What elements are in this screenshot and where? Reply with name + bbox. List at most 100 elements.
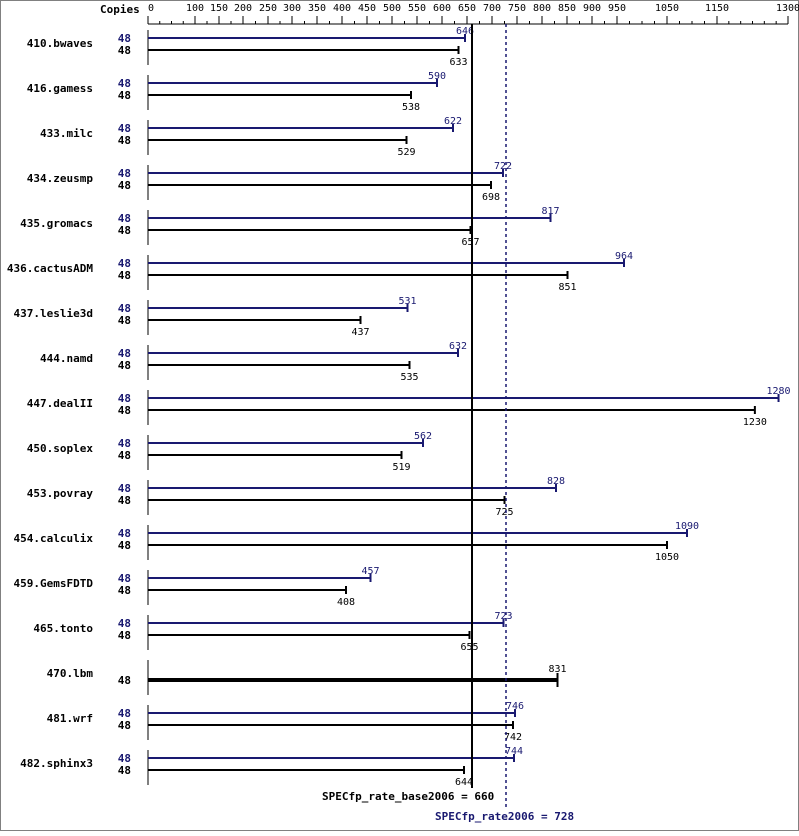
peak-copies-label: 48 xyxy=(118,437,131,450)
base-copies-label: 48 xyxy=(118,44,131,57)
peak-value-label: 646 xyxy=(456,26,474,37)
peak-value-label: 744 xyxy=(505,746,523,757)
benchmark-name: 437.leslie3d xyxy=(14,307,93,320)
peak-value-label: 590 xyxy=(428,71,446,82)
peak-copies-label: 48 xyxy=(118,527,131,540)
x-axis-tick-label: 500 xyxy=(383,3,401,14)
peak-copies-label: 48 xyxy=(118,752,131,765)
x-axis: 0 100 150 200 250 300 350 400 450 500 550 600 650 700… xyxy=(147,3,799,25)
base-copies-label: 48 xyxy=(118,269,131,282)
base-value-label: 1230 xyxy=(743,417,767,428)
x-axis-tick-label: 600 xyxy=(433,3,451,14)
x-axis-tick-label: 650 xyxy=(458,3,476,14)
benchmark-group: 482.sphinx3 48 744 48 644 xyxy=(20,746,523,788)
x-axis-tick-label: 350 xyxy=(308,3,326,14)
benchmark-name: 459.GemsFDTD xyxy=(14,577,94,590)
benchmark-group: 433.milc 48 622 48 529 xyxy=(40,116,462,158)
x-axis-tick-label: 950 xyxy=(608,3,626,14)
base-value-label: 851 xyxy=(558,282,576,293)
peak-copies-label: 48 xyxy=(118,392,131,405)
base-value-label: 698 xyxy=(482,192,500,203)
base-value-label: 725 xyxy=(495,507,513,518)
benchmark-name: 453.povray xyxy=(27,487,94,500)
benchmark-group: 434.zeusmp 48 722 48 698 xyxy=(27,161,512,203)
benchmark-bars: 410.bwaves 48 646 48 633 416.gamess 48 590 48 538… xyxy=(7,26,791,788)
peak-copies-label: 48 xyxy=(118,167,131,180)
x-axis-tick-label: 150 xyxy=(210,3,228,14)
peak-value-label: 1280 xyxy=(766,386,790,397)
peak-value-label: 722 xyxy=(494,161,512,172)
reference-lines xyxy=(471,24,507,808)
benchmark-name: 433.milc xyxy=(40,127,93,140)
base-value-label: 408 xyxy=(337,597,355,608)
base-value-label: 519 xyxy=(392,462,410,473)
base-copies-label: 48 xyxy=(118,674,131,687)
benchmark-name: 450.soplex xyxy=(27,442,94,455)
x-axis-tick-label: 400 xyxy=(333,3,351,14)
base-copies-label: 48 xyxy=(118,719,131,732)
benchmark-group: 481.wrf 48 746 48 742 xyxy=(47,701,524,743)
benchmark-name: 416.gamess xyxy=(27,82,93,95)
x-axis-tick-label: 1050 xyxy=(655,3,679,14)
benchmark-group: 447.dealII 48 1280 48 1230 xyxy=(27,386,791,428)
x-axis-tick-label: 800 xyxy=(533,3,551,14)
base-value-label: 535 xyxy=(400,372,418,383)
benchmark-group: 435.gromacs 48 817 48 657 xyxy=(20,206,559,248)
base-copies-label: 48 xyxy=(118,449,131,462)
base-value-label: 742 xyxy=(504,732,522,743)
peak-value-label: 531 xyxy=(398,296,416,307)
benchmark-group: 465.tonto 48 723 48 655 xyxy=(33,611,512,653)
benchmark-name: 444.namd xyxy=(40,352,93,365)
benchmark-group: 454.calculix 48 1090 48 1050 xyxy=(14,521,700,563)
x-axis-tick-label: 0 xyxy=(148,3,154,14)
peak-value-label: 723 xyxy=(494,611,512,622)
base-value-label: 529 xyxy=(397,147,415,158)
peak-value-label: 828 xyxy=(547,476,565,487)
peak-copies-label: 48 xyxy=(118,302,131,315)
peak-copies-label: 48 xyxy=(118,347,131,360)
benchmark-name: 447.dealII xyxy=(27,397,93,410)
base-copies-label: 48 xyxy=(118,359,131,372)
peak-copies-label: 48 xyxy=(118,212,131,225)
peak-copies-label: 48 xyxy=(118,122,131,135)
base-value-label: 437 xyxy=(351,327,369,338)
benchmark-group: 436.cactusADM 48 964 48 851 xyxy=(7,251,633,293)
benchmark-group: 450.soplex 48 562 48 519 xyxy=(27,431,432,473)
base-copies-label: 48 xyxy=(118,134,131,147)
copies-column-header: Copies xyxy=(100,3,140,16)
benchmark-name: 465.tonto xyxy=(33,622,93,635)
x-axis-tick-label: 1300 xyxy=(776,3,799,14)
peak-value-label: 457 xyxy=(361,566,379,577)
peak-copies-label: 48 xyxy=(118,77,131,90)
peak-value-label: 817 xyxy=(541,206,559,217)
base-copies-label: 48 xyxy=(118,404,131,417)
base-copies-label: 48 xyxy=(118,494,131,507)
base-value-label: 831 xyxy=(548,664,566,675)
base-copies-label: 48 xyxy=(118,539,131,552)
peak-copies-label: 48 xyxy=(118,32,131,45)
x-axis-tick-label: 300 xyxy=(283,3,301,14)
peak-copies-label: 48 xyxy=(118,707,131,720)
base-copies-label: 48 xyxy=(118,314,131,327)
x-axis-tick-label: 450 xyxy=(358,3,376,14)
base-copies-label: 48 xyxy=(118,89,131,102)
x-axis-tick-label: 100 xyxy=(186,3,204,14)
base-copies-label: 48 xyxy=(118,764,131,777)
base-copies-label: 48 xyxy=(118,629,131,642)
benchmark-group: 470.lbm 48 831 xyxy=(47,660,567,695)
base-value-label: 538 xyxy=(402,102,420,113)
benchmark-name: 435.gromacs xyxy=(20,217,93,230)
x-axis-tick-label: 850 xyxy=(558,3,576,14)
benchmark-name: 470.lbm xyxy=(47,667,94,680)
benchmark-name: 481.wrf xyxy=(47,712,93,725)
benchmark-group: 444.namd 48 632 48 535 xyxy=(40,341,467,383)
benchmark-name: 410.bwaves xyxy=(27,37,93,50)
x-axis-tick-label: 250 xyxy=(259,3,277,14)
base-value-label: 1050 xyxy=(655,552,679,563)
x-axis-tick-label: 1150 xyxy=(705,3,729,14)
benchmark-group: 410.bwaves 48 646 48 633 xyxy=(27,26,474,68)
x-axis-tick-label: 900 xyxy=(583,3,601,14)
base-summary-label: SPECfp_rate_base2006 = 660 xyxy=(322,790,494,803)
